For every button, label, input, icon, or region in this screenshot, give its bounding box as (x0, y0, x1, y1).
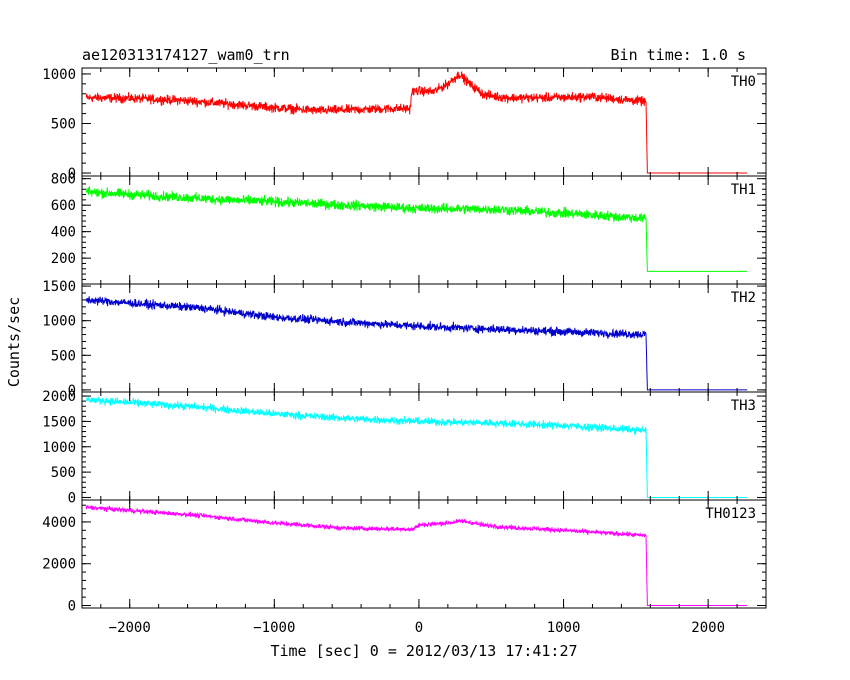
series-label-th2: TH2 (731, 290, 756, 306)
x-tick-label: 0 (415, 620, 423, 636)
series-th0123-trace (85, 504, 748, 606)
panel-th0123: 0 2000 4000 TH0123 (42, 499, 767, 614)
series-label-th1: TH1 (731, 182, 756, 198)
panel-frame (81, 67, 767, 177)
panel-th1: 200 400 600 800 TH1 (51, 172, 767, 285)
chart-title: ae120313174127_wam0_trn (82, 46, 290, 64)
y-tick-label: 1000 (42, 67, 76, 83)
bin-time-label: Bin time: 1.0 s (611, 46, 746, 64)
y-tick-label: 200 (51, 251, 76, 267)
y-tick-label: 0 (68, 490, 76, 506)
y-tick-label: 0 (68, 166, 76, 182)
y-tick-label: 1500 (42, 279, 76, 295)
y-tick-label: 600 (51, 198, 76, 214)
y-tick-label: 1000 (42, 314, 76, 330)
x-tick-label: −2000 (109, 620, 151, 636)
panel-th3: 0 500 1000 1500 2000 TH3 (42, 389, 767, 506)
series-th3-trace (86, 396, 748, 498)
panel-th0: 0 500 1000 TH0 (42, 67, 767, 182)
y-tick-label: 4000 (42, 515, 76, 531)
y-tick-label: 500 (51, 465, 76, 481)
y-tick-label: 2000 (42, 557, 76, 573)
x-tick-label: 2000 (691, 620, 725, 636)
x-tick-label: −1000 (253, 620, 295, 636)
panel-th2: 0 500 1000 1500 TH2 (42, 279, 767, 399)
y-tick-label: 400 (51, 225, 76, 241)
y-tick-label: 0 (68, 383, 76, 399)
series-th0-trace (85, 71, 748, 174)
y-tick-label: 500 (51, 116, 76, 132)
y-tick-label: 500 (51, 348, 76, 364)
x-tick-label: 1000 (547, 620, 581, 636)
y-tick-label: 0 (68, 598, 76, 614)
x-axis-label: Time [sec] 0 = 2012/03/13 17:41:27 (270, 642, 577, 660)
y-tick-label: 1000 (42, 440, 76, 456)
series-label-th0: TH0 (731, 74, 756, 90)
y-axis-label: Counts/sec (5, 297, 23, 387)
panel-frame (81, 175, 767, 285)
series-th1-trace (85, 186, 748, 272)
series-label-th0123: TH0123 (705, 506, 756, 522)
y-tick-label: 2000 (42, 389, 76, 405)
y-tick-label: 800 (51, 172, 76, 188)
panel-frame (81, 499, 767, 609)
panel-frame (81, 283, 767, 393)
y-tick-label: 1500 (42, 414, 76, 430)
series-label-th3: TH3 (731, 398, 756, 414)
chart-panels: 0 500 1000 TH0 200 400 600 800 TH1 0 500 1000 1500 TH… (42, 67, 767, 636)
series-th2-trace (85, 296, 748, 391)
